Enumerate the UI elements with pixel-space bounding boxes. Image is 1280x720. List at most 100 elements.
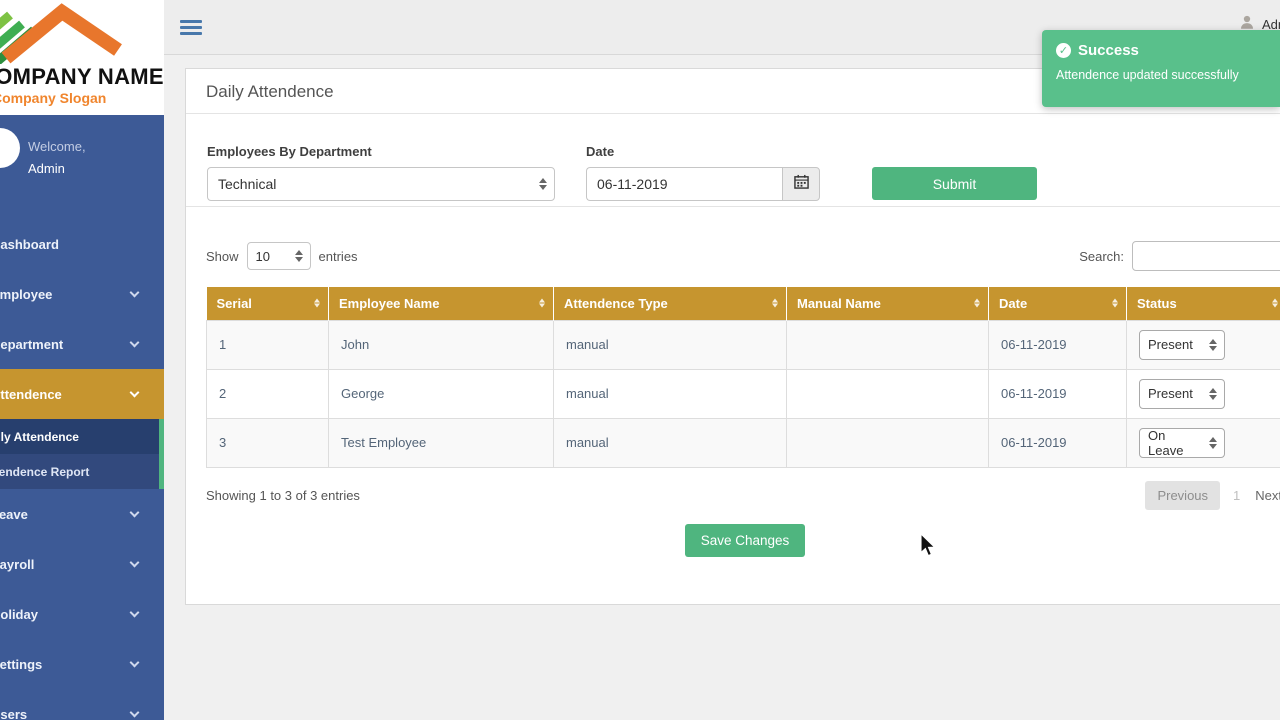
cell-status: Present: [1126, 319, 1280, 370]
cell-serial: 1: [206, 319, 329, 370]
sidebar-item-department[interactable]: Department: [0, 319, 164, 369]
cell-date: 06-11-2019: [988, 417, 1127, 468]
sidebar-welcome: Welcome, Admin: [0, 115, 164, 219]
select-stepper-icon: [1209, 338, 1217, 351]
company-name: COMPANY NAME: [0, 64, 164, 89]
pagination-next[interactable]: Next: [1255, 487, 1280, 503]
status-select[interactable]: Present: [1139, 329, 1225, 360]
success-check-icon: ✓: [1056, 43, 1071, 58]
hamburger-menu-icon[interactable]: [180, 20, 202, 38]
column-header-attendence-type[interactable]: Attendence Type: [553, 287, 787, 320]
sidebar-item-holiday[interactable]: Holiday: [0, 589, 164, 639]
save-changes-button[interactable]: Save Changes: [684, 523, 806, 557]
table-row: 1 John manual 06-11-2019 Present: [206, 319, 1280, 370]
select-stepper-icon: [1209, 436, 1217, 449]
submit-button[interactable]: Submit: [872, 167, 1037, 200]
status-select[interactable]: Present: [1139, 378, 1225, 409]
show-label: Show: [206, 248, 239, 264]
section-divider: [186, 206, 1280, 207]
sort-icon: [772, 298, 778, 308]
cell-attendence-type: manual: [553, 417, 787, 468]
daily-attendence-card: Daily Attendence Employees By Department…: [185, 68, 1280, 605]
chevron-down-icon: [129, 387, 140, 397]
calendar-button[interactable]: [782, 167, 820, 201]
pagination-previous[interactable]: Previous: [1145, 480, 1221, 510]
sidebar-item-settings[interactable]: Settings: [0, 639, 164, 689]
cell-employee-name: George: [328, 368, 554, 419]
sidebar-item-payroll[interactable]: Payroll: [0, 539, 164, 589]
cell-attendence-type: manual: [553, 319, 787, 370]
column-header-employee-name[interactable]: Employee Name: [328, 287, 554, 320]
company-logo-icon: [0, 2, 126, 69]
toast-title: Success: [1078, 42, 1139, 59]
attendence-table: Serial Employee Name Attendence Type Man…: [206, 287, 1280, 468]
cell-manual-name: [786, 319, 989, 370]
welcome-label: Welcome,: [28, 139, 86, 154]
chevron-down-icon: [129, 507, 140, 517]
column-header-status[interactable]: Status: [1126, 287, 1280, 320]
chevron-down-icon: [129, 337, 140, 347]
sidebar-item-dashboard[interactable]: Dashboard: [0, 236, 59, 252]
topbar: Admin: [164, 0, 1280, 55]
attendence-submenu: Daily Attendence Attendence Report: [0, 419, 164, 489]
cell-status: Present: [1126, 368, 1280, 419]
sidebar-item-employee[interactable]: Employee: [0, 269, 164, 319]
page-size-select[interactable]: 10: [246, 242, 311, 270]
company-logo[interactable]: COMPANY NAME Company Slogan: [0, 0, 164, 115]
cell-date: 06-11-2019: [988, 368, 1127, 419]
attendence-filter-form: Employees By Department Technical Date: [206, 114, 1280, 203]
sidebar-item-users[interactable]: Users: [0, 689, 164, 720]
cell-manual-name: [786, 368, 989, 419]
calendar-icon: [793, 174, 809, 194]
chevron-down-icon: [129, 657, 140, 667]
table-info: Showing 1 to 3 of 3 entries: [206, 487, 360, 503]
entries-label: entries: [318, 248, 358, 264]
user-avatar: [0, 128, 20, 168]
pagination-page-1[interactable]: 1: [1233, 487, 1241, 503]
department-label: Employees By Department: [207, 144, 372, 159]
table-row: 2 George manual 06-11-2019 Present: [206, 368, 1280, 419]
select-stepper-icon: [1209, 387, 1217, 400]
sort-icon: [539, 298, 545, 308]
chevron-down-icon: [129, 287, 140, 297]
cell-serial: 3: [206, 417, 329, 468]
user-avatar-icon: [1238, 13, 1256, 36]
sort-icon: [974, 298, 980, 308]
sidebar-item-daily-attendence[interactable]: Daily Attendence: [0, 419, 159, 454]
date-input[interactable]: [586, 167, 782, 201]
sidebar: COMPANY NAME Company Slogan Welcome, Adm…: [0, 0, 164, 720]
cell-manual-name: [786, 417, 989, 468]
welcome-username: Admin: [28, 161, 65, 176]
cell-status: On Leave: [1126, 417, 1280, 468]
column-header-manual-name[interactable]: Manual Name: [786, 287, 989, 320]
table-header-row: Serial Employee Name Attendence Type Man…: [206, 287, 1280, 320]
cell-attendence-type: manual: [553, 368, 787, 419]
select-stepper-icon: [294, 250, 303, 262]
date-label: Date: [586, 144, 615, 159]
sidebar-item-attendence-report[interactable]: Attendence Report: [0, 464, 90, 479]
success-toast: ✓ Success Attendence updated successfull…: [1042, 30, 1280, 107]
sort-icon: [314, 298, 320, 308]
department-select[interactable]: Technical: [207, 167, 555, 201]
column-header-serial[interactable]: Serial: [206, 287, 329, 320]
company-slogan: Company Slogan: [0, 90, 107, 106]
sidebar-item-attendence[interactable]: Attendence: [0, 369, 164, 419]
cell-employee-name: John: [328, 319, 554, 370]
pagination: Previous 1 Next: [1145, 480, 1280, 510]
cell-serial: 2: [206, 368, 329, 419]
chevron-down-icon: [129, 607, 140, 617]
search-input[interactable]: [1132, 241, 1280, 271]
toast-message: Attendence updated successfully: [1056, 68, 1239, 82]
cell-date: 06-11-2019: [988, 319, 1127, 370]
chevron-down-icon: [129, 707, 140, 717]
sort-icon: [1112, 298, 1118, 308]
topbar-user[interactable]: Admin: [1238, 13, 1280, 36]
table-row: 3 Test Employee manual 06-11-2019 On Lea…: [206, 417, 1280, 468]
search-label: Search:: [1079, 248, 1124, 264]
cell-employee-name: Test Employee: [328, 417, 554, 468]
column-header-date[interactable]: Date: [988, 287, 1127, 320]
page-title: Daily Attendence: [206, 82, 334, 101]
sidebar-item-leave[interactable]: Leave: [0, 489, 164, 539]
status-select[interactable]: On Leave: [1139, 427, 1225, 458]
chevron-down-icon: [129, 557, 140, 567]
